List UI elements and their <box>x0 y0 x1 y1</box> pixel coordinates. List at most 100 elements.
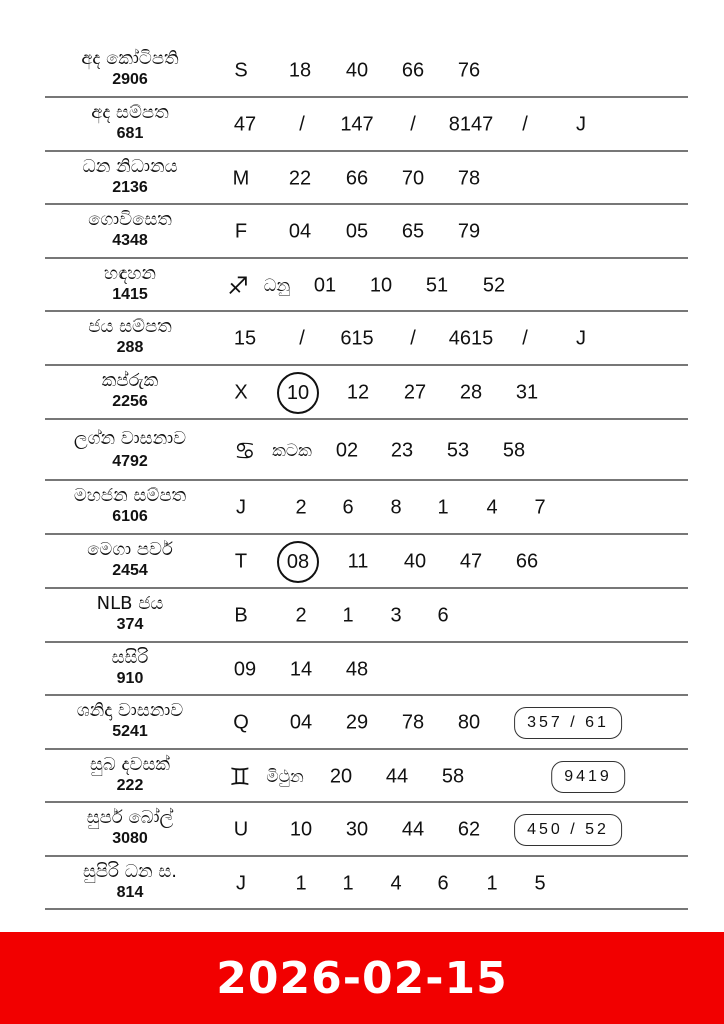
winning-value: 01 <box>313 274 337 296</box>
winning-value: 1 <box>486 872 498 894</box>
winning-value: 02 <box>335 439 359 461</box>
bonus-number-circled: 08 <box>277 541 319 583</box>
draw-number: 2256 <box>112 393 148 410</box>
lottery-name: අද කෝටිපති <box>81 48 179 69</box>
winning-value: 09 <box>233 658 257 680</box>
winning-value: 8 <box>390 496 402 519</box>
result-row: ජය සම්පත 288 15 / 615 / 4615 / J <box>45 312 688 366</box>
winning-value: 04 <box>289 711 313 734</box>
zodiac-sign: කටක <box>272 440 312 461</box>
result-row: සුපර් බෝල් 3080 U 10 30 44 62 450 / 52 <box>45 803 688 857</box>
lottery-name: සුපිරි ධන ස. <box>82 861 178 882</box>
winning-value: 27 <box>403 381 427 404</box>
winning-value: S <box>234 59 248 82</box>
winning-value: 5 <box>534 872 546 894</box>
result-row: අද කෝටිපති 2906 S 18 40 66 76 <box>45 44 688 98</box>
result-row: NLB ජය 374 B 2 1 3 6 <box>45 589 688 643</box>
draw-date: 2026-02-15 <box>216 952 508 1004</box>
result-row: අද සම්පත 681 47 / 147 / 8147 / J <box>45 98 688 152</box>
lottery-name: සසිරි <box>111 647 149 668</box>
winning-value: / <box>522 327 528 350</box>
result-row: සුබ දවසක් 222 ♊ මිථුන 20 44 58 9419 <box>45 750 688 803</box>
winning-value: F <box>234 220 248 243</box>
winning-value: 62 <box>457 818 481 841</box>
winning-value: 47 <box>233 113 257 136</box>
winning-value: 40 <box>403 550 427 573</box>
winning-value: 6 <box>342 496 354 519</box>
winning-value: 15 <box>233 327 257 350</box>
draw-number: 374 <box>116 616 144 633</box>
winning-value: 4 <box>390 872 402 894</box>
bonus-number-circled: 10 <box>277 372 319 414</box>
winning-value: T <box>234 550 248 573</box>
result-row: ශනිදා වාසනාව 5241 Q 04 29 78 80 357 / 61 <box>45 696 688 750</box>
winning-value: 1 <box>342 872 354 894</box>
winning-value: 78 <box>401 711 425 734</box>
winning-value: 22 <box>288 167 312 189</box>
draw-number: 910 <box>116 670 144 687</box>
date-banner: 2026-02-15 <box>0 932 724 1024</box>
lottery-name: ජය සම්පත <box>88 316 172 337</box>
result-row: සසිරි 910 09 14 48 <box>45 643 688 696</box>
result-row: කප්රුක 2256 X 10 12 27 28 31 <box>45 366 688 420</box>
lottery-name: සුපර් බෝල් <box>86 807 174 828</box>
result-row: හඳහන 1415 ♐ ධනු 01 10 51 52 <box>45 259 688 312</box>
lottery-name: ශනිදා වාසනාව <box>76 700 184 721</box>
draw-number: 222 <box>116 777 144 794</box>
result-row: ලග්න වාසනාව 4792 ♋ කටක 02 23 53 58 <box>45 420 688 481</box>
winning-value: J <box>236 872 246 894</box>
winning-value: 12 <box>346 381 370 404</box>
winning-value: Q <box>233 711 249 734</box>
draw-number: 6106 <box>112 508 148 525</box>
draw-number: 288 <box>116 339 144 356</box>
cancer-icon: ♋ <box>234 436 256 465</box>
winning-value: 80 <box>457 711 481 734</box>
winning-value: 147 <box>340 113 374 136</box>
winning-value: 78 <box>457 167 481 189</box>
winning-value: 28 <box>459 381 483 404</box>
special-number-box: 357 / 61 <box>514 707 622 739</box>
lottery-name: අද සම්පත <box>91 102 169 123</box>
winning-value: 58 <box>502 439 526 461</box>
winning-value: 44 <box>401 818 425 841</box>
winning-value: 04 <box>288 220 312 243</box>
gemini-icon: ♊ <box>229 762 251 791</box>
winning-value: 18 <box>288 59 312 82</box>
winning-value: / <box>410 113 416 136</box>
winning-value: / <box>522 113 528 136</box>
winning-value: J <box>576 327 586 350</box>
winning-value: 4615 <box>448 327 494 350</box>
sagittarius-icon: ♐ <box>227 271 249 300</box>
winning-value: 615 <box>340 327 374 350</box>
winning-value: / <box>299 327 305 350</box>
winning-value: 58 <box>441 765 465 787</box>
lottery-name: NLB ජය <box>96 593 164 614</box>
winning-value: 44 <box>385 765 409 787</box>
winning-value: 7 <box>534 496 546 519</box>
draw-number: 2906 <box>112 71 148 88</box>
winning-value: 65 <box>401 220 425 243</box>
winning-value: 6 <box>437 872 449 894</box>
winning-value: J <box>236 496 246 519</box>
winning-value: 23 <box>390 439 414 461</box>
result-row: ධන නිධානය 2136 M 22 66 70 78 <box>45 152 688 205</box>
winning-value: 66 <box>401 59 425 82</box>
winning-value: 05 <box>345 220 369 243</box>
winning-value: / <box>299 113 305 136</box>
winning-value: 40 <box>345 59 369 82</box>
draw-number: 681 <box>116 125 144 142</box>
winning-value: 10 <box>289 818 313 841</box>
lottery-name: ධන නිධානය <box>82 156 178 177</box>
result-row: මෙගා පවර් 2454 T 08 11 40 47 66 <box>45 535 688 589</box>
winning-value: 76 <box>457 59 481 82</box>
winning-value: X <box>234 381 248 404</box>
zodiac-sign: මිථුන <box>266 766 304 787</box>
winning-value: 8147 <box>448 113 494 136</box>
winning-value: 6 <box>437 604 449 627</box>
winning-value: 10 <box>369 274 393 296</box>
winning-value: 30 <box>345 818 369 841</box>
winning-value: 52 <box>482 274 506 296</box>
draw-number: 2136 <box>112 179 148 196</box>
draw-number: 814 <box>116 884 144 901</box>
winning-value: 79 <box>457 220 481 243</box>
